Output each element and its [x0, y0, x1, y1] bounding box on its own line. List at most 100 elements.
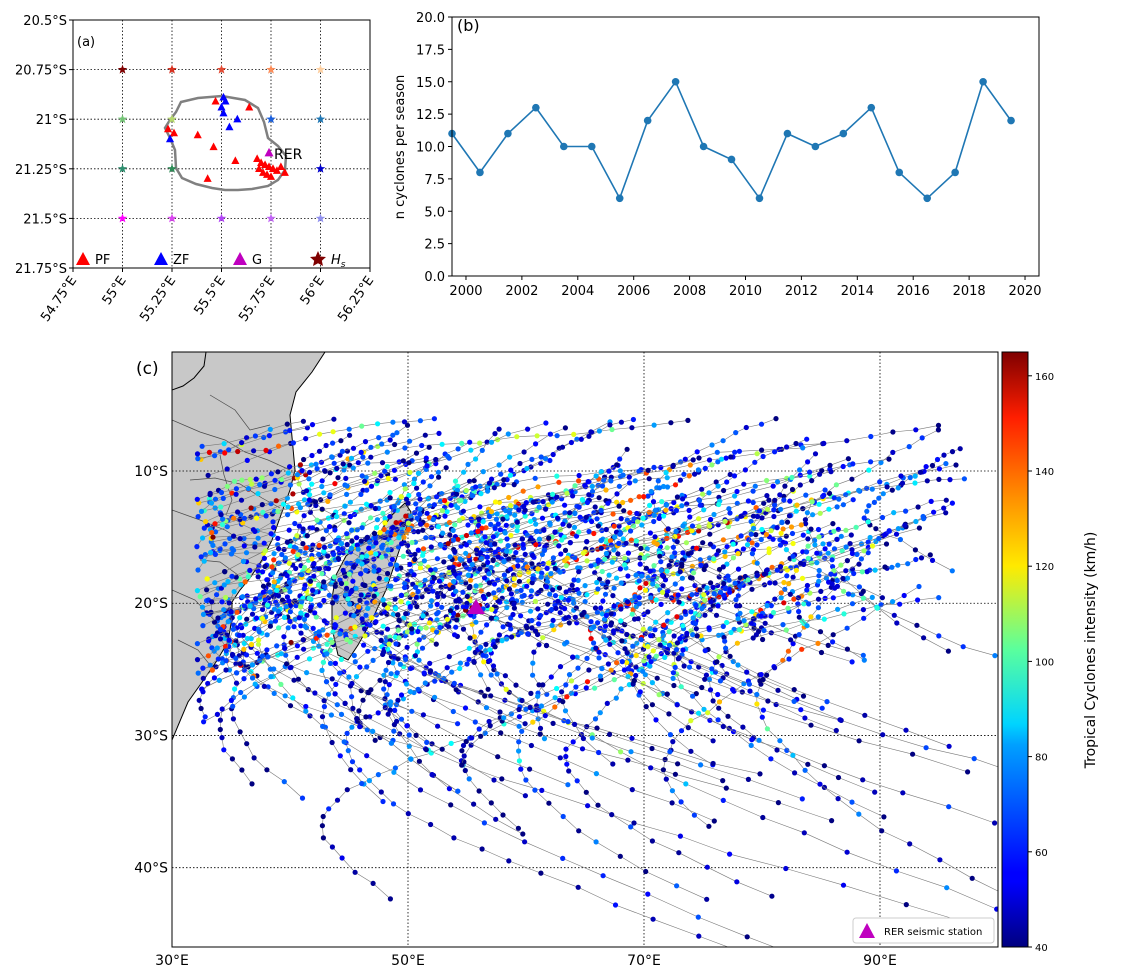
cyclone-track-point	[664, 691, 670, 697]
cyclone-track-point	[387, 495, 393, 501]
cyclone-track-point	[402, 486, 408, 492]
cyclone-track-point	[575, 577, 581, 584]
cyclone-track-point	[848, 532, 854, 538]
cyclone-track-point	[412, 653, 418, 659]
station-label-rer: RER	[274, 147, 303, 163]
cyclone-track-point	[249, 675, 256, 681]
hs-point-marker	[315, 163, 326, 173]
cyclone-track-point	[233, 491, 239, 497]
y-tick-label: 10°S	[134, 464, 168, 480]
cyclone-track-point	[798, 560, 804, 566]
cyclone-track-point	[424, 739, 430, 746]
cyclone-track-point	[241, 543, 247, 549]
cyclone-track-point	[233, 486, 239, 492]
cyclone-track-point	[546, 800, 552, 806]
cyclone-track-point	[345, 596, 351, 602]
cyclone-track-point	[491, 485, 497, 491]
cyclone-track-point	[750, 499, 756, 506]
cyclone-track-point	[598, 537, 604, 544]
cyclone-track-point	[633, 664, 639, 670]
cyclone-track-point	[844, 849, 850, 855]
cyclone-track-point	[229, 573, 235, 579]
cyclone-track-point	[764, 477, 770, 484]
cyclone-track-point	[463, 550, 469, 556]
cyclone-track-point	[651, 512, 657, 518]
cyclone-track-point	[732, 493, 738, 499]
cyclone-track-point	[793, 440, 799, 447]
cyclone-track-point	[481, 595, 487, 602]
cyclone-track-point	[455, 505, 461, 511]
cyclone-track-point	[251, 755, 257, 761]
cyclone-track-point	[219, 735, 225, 741]
cyclone-track-point	[596, 749, 602, 756]
cyclone-track-point	[796, 608, 802, 615]
cyclone-track-point	[576, 529, 582, 535]
cyclone-track-point	[893, 531, 900, 537]
cyclone-track-point	[537, 725, 544, 732]
cyclone-track-point	[442, 498, 448, 504]
cyclone-track-point	[361, 642, 367, 648]
cyclone-track-point	[643, 868, 649, 875]
cyclone-track-point	[445, 541, 451, 547]
cyclone-track-point	[236, 632, 243, 639]
cyclone-track-point	[834, 536, 840, 542]
zf-station-marker	[233, 114, 242, 123]
cyclone-track-point	[325, 498, 331, 504]
cyclone-track-point	[271, 579, 277, 585]
cyclone-track-point	[829, 581, 835, 587]
cyclone-track-point	[659, 499, 665, 505]
cyclone-track-point	[781, 493, 787, 499]
cyclone-track-point	[552, 704, 558, 710]
cyclone-track-point	[329, 676, 335, 682]
cyclone-track-point	[395, 500, 401, 506]
cyclone-track-point	[528, 588, 535, 594]
cyclone-track-point	[821, 763, 828, 769]
cyclone-track-point	[468, 577, 474, 583]
cyclone-track-point	[488, 439, 495, 445]
cyclone-track-point	[674, 883, 680, 889]
cyclone-track-point	[282, 555, 288, 561]
cyclone-track-point	[538, 460, 544, 466]
data-point	[727, 155, 736, 164]
cyclone-track-point	[243, 652, 250, 658]
cyclone-track-point	[511, 601, 517, 607]
cyclone-track-point	[342, 610, 348, 616]
cyclone-track-point	[649, 680, 656, 686]
cyclone-track-point	[319, 506, 325, 512]
cyclone-track-point	[530, 576, 536, 582]
cyclone-track-point	[641, 555, 647, 561]
cyclone-track-point	[464, 661, 470, 667]
cyclone-track	[197, 600, 295, 644]
cyclone-track-point	[241, 515, 247, 521]
cyclone-track-point	[283, 429, 289, 435]
cyclone-track-point	[865, 550, 871, 556]
cyclone-track-point	[894, 620, 900, 626]
cyclone-track-point	[244, 435, 250, 441]
hs-point-marker	[266, 213, 276, 223]
cyclone-track-point	[591, 624, 597, 630]
cyclone-track-point	[633, 538, 640, 544]
cyclone-track-point	[379, 441, 385, 447]
cyclone-track-point	[595, 620, 601, 626]
cyclone-track-point	[492, 431, 498, 437]
cyclone-track-point	[456, 575, 462, 581]
cyclone-track-point	[490, 557, 496, 563]
cyclone-track-point	[645, 493, 651, 499]
cyclone-track-point	[707, 523, 713, 529]
cyclone-track-point	[507, 622, 513, 628]
cyclone-track-point	[692, 621, 699, 627]
legend-marker-pf	[76, 252, 90, 265]
cyclone-track-point	[849, 601, 856, 607]
cyclone-track-point	[480, 652, 486, 658]
cyclone-track-point	[670, 571, 676, 577]
cyclone-track-point	[567, 510, 573, 516]
cyclone-track-point	[363, 714, 369, 720]
cyclone-track-point	[595, 557, 601, 563]
cyclone-track-point	[935, 427, 942, 433]
cyclone-track-point	[233, 574, 239, 580]
cyclone-track-point	[420, 712, 426, 718]
cyclone-track-point	[702, 597, 708, 603]
cyclone-track-point	[249, 662, 255, 668]
cyclone-track-point	[772, 497, 778, 503]
cyclone-track-point	[465, 572, 471, 578]
